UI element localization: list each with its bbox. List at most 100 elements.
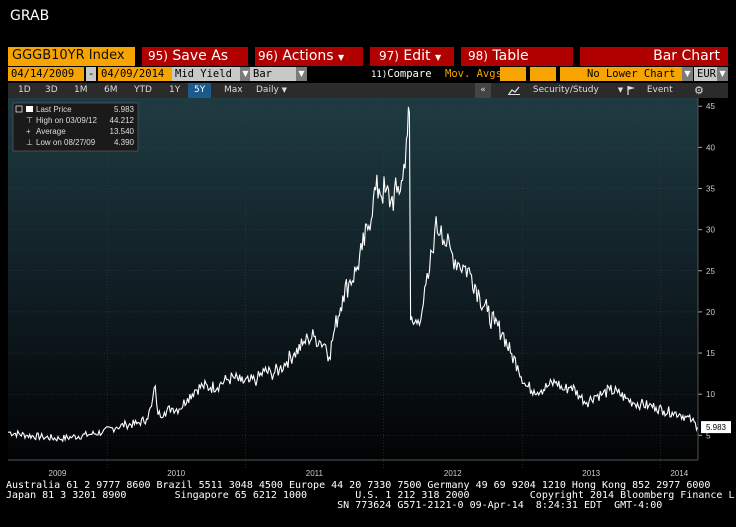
average-marker-icon: + [26,127,31,136]
range-max-button[interactable]: Max [224,85,243,95]
chart-line-icon [508,86,520,95]
compare-label: Compare [387,68,432,80]
save-as-button[interactable]: 95) Save As [148,47,228,66]
event-button[interactable]: Event [626,83,673,98]
menu-divider [135,47,142,66]
range-ytd-button[interactable]: YTD [134,85,152,95]
compare-button[interactable]: 11)Compare [368,67,435,81]
footer-line-3: SN 773624 G571-2121-0 09-Apr-14 8:24:31 … [6,500,663,511]
legend-last-price-value: 5.983 [114,105,135,114]
caret-down-icon: ▼ [617,86,624,94]
frequency-label: Daily [256,85,279,95]
legend-high-value: 44.212 [110,116,135,125]
caret-down-icon: ▼ [434,53,442,62]
range-6m-button[interactable]: 6M [104,85,118,95]
mov-avgs-label: Mov. Avgs [445,68,502,80]
legend-last-price-label: Last Price [36,105,72,114]
y-tick-label: 15 [706,349,715,358]
end-date-field[interactable]: 04/09/2014 [98,67,172,81]
table-label: Table [492,48,529,64]
legend-average-label: Average [36,127,66,136]
menu-divider [363,47,370,66]
menu-divider [573,47,580,66]
mov-avg-input-2[interactable] [530,67,556,81]
x-year-label: 2009 [49,469,67,478]
actions-label: Actions [282,48,334,64]
edit-label: Edit [403,48,431,64]
table-button[interactable]: 98) Table [468,47,529,66]
x-year-label: 2013 [582,469,600,478]
security-study-label: Security/Study [532,85,599,95]
price-series-line [7,106,699,443]
legend-checkbox[interactable] [15,105,23,113]
chevron-down-icon[interactable]: ▼ [682,67,693,81]
y-tick-label: 5 [706,431,711,440]
legend-average-value: 13.540 [110,127,135,136]
mov-avg-input-1[interactable] [500,67,526,81]
settings-button[interactable]: ⚙ [694,83,704,98]
compare-number: 11) [371,70,388,80]
y-tick-label: 35 [706,185,715,194]
legend-low-label: Low on 08/27/09 [36,138,96,147]
range-1d-button[interactable]: 1D [18,85,31,95]
chart-legend: Last Price 5.983 ⊤ High on 03/09/12 44.2… [12,102,139,152]
legend-high-label: High on 03/09/12 [36,116,97,125]
chart-type-label: Bar Chart [653,48,720,64]
chevron-down-icon[interactable]: ▼ [240,67,251,81]
range-toolbar: 1D 3D 1M 6M YTD 1Y 5Y Max Daily ▼ « Secu… [8,83,728,98]
flag-icon [627,85,635,95]
lower-chart-select[interactable]: No Lower Chart [584,67,682,81]
footer-line-2: Japan 81 3 3201 8900 Singapore 65 6212 1… [6,490,736,501]
high-marker-icon: ⊤ [26,116,33,125]
table-number: 98) [468,49,488,63]
last-value-tag [701,421,731,434]
window-title: GRAB [10,8,50,24]
frequency-select[interactable]: Daily ▼ [250,83,293,98]
footer-contacts: Australia 61 2 9777 8600 Brazil 5511 304… [6,480,736,511]
caret-down-icon: ▼ [281,86,288,94]
range-3d-button[interactable]: 3D [45,85,58,95]
chevron-down-icon[interactable]: ▼ [717,67,728,81]
actions-number: 96) [258,49,278,63]
mov-avg-input-3[interactable] [560,67,586,81]
event-label: Event [646,85,673,95]
field-select[interactable]: Mid Yield [172,67,240,81]
y-tick-label: 25 [706,267,715,276]
function-menu-bar: GGGB10YR Index 95) Save As 96) Actions ▼… [8,47,728,66]
currency-select[interactable]: EUR [694,67,717,81]
chart-parameters-bar: 04/14/2009 - 04/09/2014 Mid Yield ▼ Bar … [8,66,728,82]
range-1m-button[interactable]: 1M [74,85,88,95]
start-date-field[interactable]: 04/14/2009 [8,67,84,81]
chevron-down-icon[interactable]: ▼ [296,67,307,81]
caret-down-icon: ▼ [338,53,345,62]
last-value-label: 5.983 [706,423,727,432]
x-year-label: 2010 [167,469,185,478]
plot-background [8,98,698,460]
footer-line-1: Australia 61 2 9777 8600 Brazil 5511 304… [6,480,711,491]
menu-divider [248,47,255,66]
range-1y-button[interactable]: 1Y [169,85,181,95]
security-study-button[interactable]: Security/Study ▼ [508,83,623,98]
collapse-toolbar-button[interactable]: « [475,83,491,98]
save-as-label: Save As [172,48,229,64]
save-as-number: 95) [148,49,168,63]
x-year-label: 2014 [670,469,688,478]
edit-menu-button[interactable]: 97) Edit ▼ [379,47,441,66]
legend-low-value: 4.390 [114,138,135,147]
y-tick-label: 45 [706,102,715,111]
x-year-label: 2011 [306,469,324,478]
range-5y-button[interactable]: 5Y [188,83,212,98]
y-tick-label: 30 [706,226,715,235]
actions-menu-button[interactable]: 96) Actions ▼ [258,47,344,66]
x-year-label: 2012 [444,469,462,478]
chart-style-select[interactable]: Bar [250,67,296,81]
date-range-dash: - [86,67,96,81]
y-tick-label: 40 [706,143,715,152]
edit-number: 97) [379,49,399,63]
y-tick-label: 10 [706,390,715,399]
y-tick-label: 20 [706,308,715,317]
ticker-field[interactable]: GGGB10YR Index [8,47,135,66]
menu-divider [454,47,461,66]
legend-swatch [26,106,33,112]
